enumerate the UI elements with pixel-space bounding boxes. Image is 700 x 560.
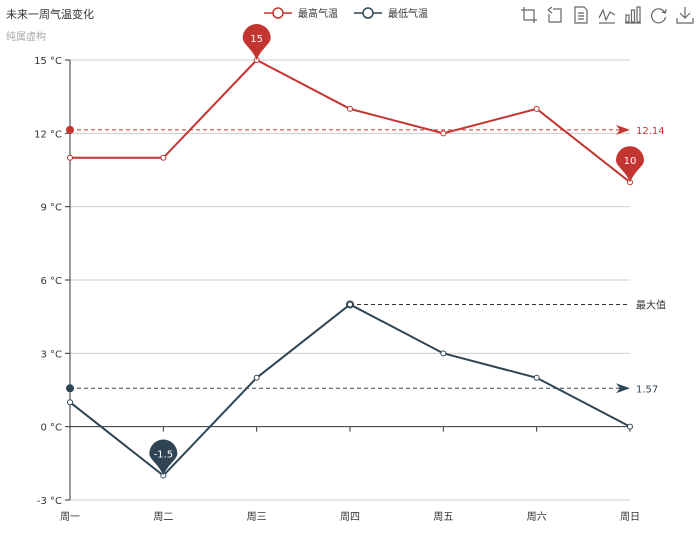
legend: 最高气温 最低气温 (264, 5, 428, 20)
x-tick-label: 周一 (60, 511, 80, 523)
legend-item-min[interactable]: 最低气温 (354, 5, 428, 20)
mark-pin-shape (242, 24, 271, 61)
legend-item-max[interactable]: 最高气温 (264, 5, 338, 20)
y-tick-label: 12 °C (34, 129, 62, 140)
min-temp-average-label: 1.57 (636, 384, 658, 395)
max-temp-mark-pin: 15 (242, 24, 271, 61)
legend-swatch-max (264, 6, 292, 19)
y-tick-label: 15 °C (34, 56, 62, 67)
x-tick-label: 周六 (527, 511, 547, 523)
max-temp-point (533, 105, 540, 112)
max-temp-average-label: 12.14 (636, 126, 665, 137)
max-temp-mark-pin: 10 (616, 146, 644, 183)
zoom-reset-icon[interactable] (546, 6, 564, 24)
x-tick-label: 周三 (247, 511, 267, 523)
line-chart-icon[interactable] (598, 6, 616, 24)
zoom-icon[interactable] (520, 6, 538, 24)
chart-title: 未来一周气温变化 (6, 8, 94, 21)
y-tick-label: 9 °C (40, 203, 62, 214)
chart-subtitle: 纯属虚构 (6, 32, 46, 43)
min-temp-point (627, 423, 633, 430)
data-view-icon[interactable] (572, 6, 590, 24)
max-temp-point (347, 105, 353, 112)
min-temp-point (253, 374, 260, 381)
min-temp-point (440, 350, 447, 357)
x-tick-label: 周五 (433, 511, 453, 523)
mark-pin-label: -1.5 (154, 450, 174, 461)
min-temp-average-start-dot (66, 384, 74, 393)
mark-pin-label: 15 (250, 34, 263, 45)
y-tick-label: -3 °C (37, 496, 62, 507)
min-temp-max-label: 最大值 (636, 298, 666, 311)
y-tick-label: 6 °C (40, 276, 62, 287)
y-tick-label: 3 °C (40, 349, 62, 360)
x-tick-label: 周二 (153, 511, 173, 523)
min-temp-average-arrow (616, 383, 630, 394)
mark-pin-label: 10 (624, 156, 637, 167)
min-temp-mark-pin: -1.5 (149, 439, 178, 476)
mark-pin-shape (616, 146, 644, 183)
bar-chart-icon[interactable] (624, 6, 642, 24)
download-icon[interactable] (676, 6, 694, 24)
max-temp-point (440, 130, 447, 137)
min-temp-point (67, 399, 73, 406)
legend-swatch-min (354, 6, 382, 19)
max-temp-average-start-dot (66, 125, 74, 134)
min-temp-point (533, 374, 540, 381)
mark-pin-shape (149, 439, 178, 476)
max-temp-average-arrow (616, 124, 630, 135)
y-tick-label: 0 °C (40, 423, 62, 434)
max-temp-point (160, 154, 167, 161)
restore-icon[interactable] (650, 6, 668, 24)
toolbox (520, 6, 694, 24)
min-temp-point (347, 301, 353, 308)
x-tick-label: 周四 (340, 511, 360, 523)
x-tick-label: 周日 (620, 511, 640, 523)
legend-label-max: 最高气温 (298, 9, 338, 20)
max-temp-line (70, 58, 631, 184)
legend-label-min: 最低气温 (388, 9, 428, 20)
max-temp-point (67, 154, 73, 161)
